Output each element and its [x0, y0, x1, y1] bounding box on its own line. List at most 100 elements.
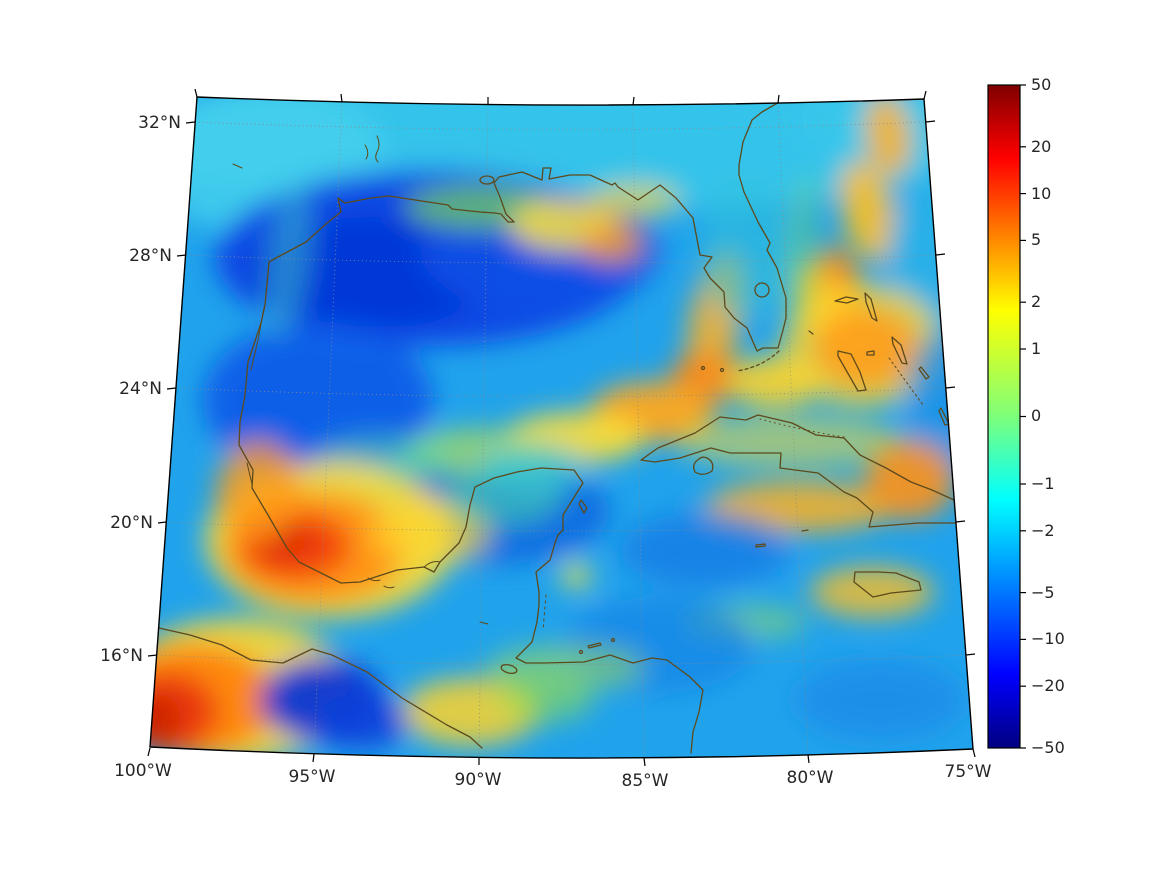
colorbar-tick-label: 10 [1031, 184, 1051, 203]
colorbar-tick-label: −50 [1031, 738, 1065, 757]
blob [590, 184, 680, 216]
tick-mark [777, 94, 780, 104]
graticule [156, 101, 967, 759]
heatmap-field [150, 97, 973, 759]
colorbar-tick-label: −5 [1031, 583, 1055, 602]
colorbar-tick-label: −1 [1031, 474, 1055, 493]
blob [216, 440, 300, 544]
lon-tick-label: 85°W [622, 771, 669, 791]
colorbar-tick-label: 20 [1031, 137, 1051, 156]
lake-izabal [500, 663, 518, 675]
blob [865, 97, 911, 177]
blob [675, 416, 905, 468]
laguna-madre [250, 307, 265, 371]
colorbar: 50 20 10 5 2 1 0 −1 −2 −5 −10 −20 −50 [987, 75, 1065, 757]
texas-lakes [232, 163, 243, 169]
blob [580, 223, 644, 263]
tick-mark [176, 254, 187, 257]
colorbar-tick-label: −20 [1031, 676, 1065, 695]
lon-tick-label: 90°W [455, 770, 502, 790]
lon-tick-label: 80°W [787, 768, 834, 788]
colorbar-tick-label: 5 [1031, 230, 1041, 249]
blob [814, 308, 918, 388]
coastline-cuba [640, 414, 956, 528]
blob [839, 161, 897, 263]
tick-mark [147, 747, 151, 757]
lat-tick-label: 20°N [110, 513, 153, 533]
colorbar-ticks [1020, 84, 1026, 749]
blob [620, 512, 790, 588]
tick-mark [340, 93, 343, 103]
blob [795, 660, 965, 740]
tick-mark [632, 96, 635, 106]
grid-line [313, 101, 343, 755]
lon-tick-label: 100°W [114, 761, 172, 781]
coastline-isla-juventud [693, 456, 714, 475]
lat-tick-label: 28°N [129, 246, 172, 266]
tick-mark [945, 386, 956, 389]
blob [483, 444, 587, 492]
colorbar-tick-label: −2 [1031, 521, 1055, 540]
blob [700, 180, 790, 320]
blob [314, 694, 410, 750]
blob [497, 676, 593, 724]
coastline-utila [578, 649, 584, 655]
field-blobs [150, 97, 973, 759]
grid-line [632, 104, 645, 759]
tick-mark [312, 753, 315, 763]
lon-tick-label: 95°W [289, 767, 336, 787]
coastline-florida-keys [736, 350, 780, 372]
lat-tick-label: 24°N [119, 379, 162, 399]
coastline-jamaica [853, 571, 922, 598]
coastlines [150, 100, 956, 754]
coastline-exuma-cays [888, 357, 924, 406]
coastline-grand-bahama [834, 296, 859, 304]
coastline-roatan [587, 642, 602, 649]
map-boundary [149, 96, 974, 759]
lake-okeechobee [754, 282, 770, 298]
lon-tick-label: 75°W [945, 762, 992, 782]
coastline-marquesas [719, 367, 725, 373]
tick-mark [935, 253, 946, 256]
blob [150, 694, 181, 742]
colorbar-labels: 50 20 10 5 2 1 0 −1 −2 −5 −10 −20 −50 [1031, 75, 1065, 757]
coastline-pacific [150, 625, 483, 749]
grid-line [175, 387, 947, 397]
lat-tick-label: 16°N [100, 646, 143, 666]
tick-mark [923, 90, 927, 100]
laguna-terminos [423, 561, 441, 568]
tick-mark [972, 748, 976, 758]
grid-line [478, 104, 489, 758]
tick-mark [955, 520, 966, 523]
toledo-bend-reservoir [375, 135, 380, 163]
colorbar-tick-label: 1 [1031, 339, 1041, 358]
coastline-bimini [808, 330, 814, 335]
belize-barrier-cays [542, 594, 547, 631]
blob [370, 498, 490, 566]
lake-peten-itza [479, 621, 489, 625]
tick-mark [166, 387, 177, 390]
coastline-guanaja [610, 637, 616, 643]
lake-pontchartrain [479, 175, 495, 185]
lat-tick-label: 32°N [138, 113, 181, 133]
blob [865, 440, 955, 520]
grid-line [194, 121, 927, 130]
tick-mark [194, 88, 198, 98]
coastline-dry-tortugas [700, 365, 706, 371]
laguna-tamiahua [246, 462, 253, 485]
blob [561, 564, 591, 588]
grid-line [165, 521, 957, 532]
blob [810, 566, 934, 618]
tick-mark [147, 654, 158, 657]
blob [782, 175, 818, 325]
colorbar-tick-label: 0 [1031, 406, 1041, 425]
tick-mark [965, 653, 976, 656]
colorbar-tick-label: 2 [1031, 292, 1041, 311]
sam-rayburn-reservoir [364, 144, 369, 160]
coastline-cozumel [578, 499, 588, 514]
tick-mark [157, 521, 167, 524]
coastline-grand-cayman [755, 543, 766, 548]
tick-mark [807, 754, 810, 764]
axis-ticks [147, 88, 976, 767]
